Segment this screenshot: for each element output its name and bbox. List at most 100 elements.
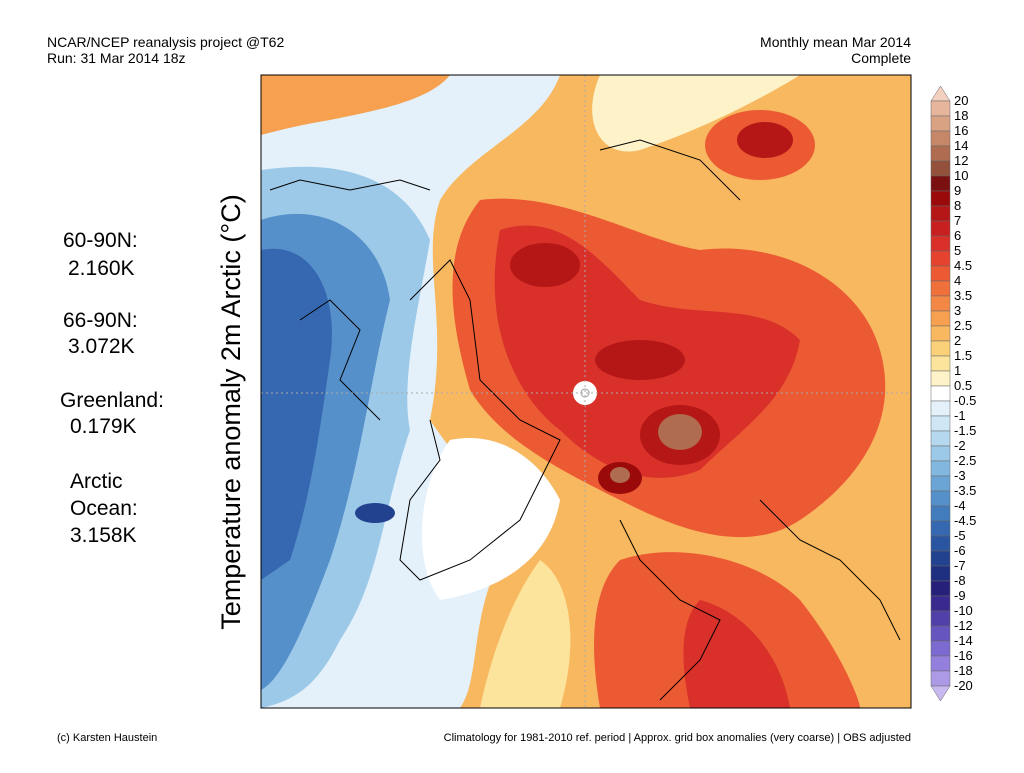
colorbar-label: -5 xyxy=(954,528,966,543)
colorbar-triangle xyxy=(930,85,951,102)
colorbar-label: 7 xyxy=(954,213,961,228)
colorbar-label: 5 xyxy=(954,243,961,258)
colorbar-label: 3 xyxy=(954,303,961,318)
colorbar-swatch xyxy=(930,400,951,417)
colorbar-label: -14 xyxy=(954,633,973,648)
colorbar-triangle xyxy=(930,685,951,702)
colorbar-label: -10 xyxy=(954,603,973,618)
colorbar-label: -7 xyxy=(954,558,966,573)
colorbar-swatch xyxy=(930,145,951,162)
colorbar-label: 0.5 xyxy=(954,378,972,393)
colorbar-swatch xyxy=(930,280,951,297)
header-right: Monthly mean Mar 2014 xyxy=(760,34,911,50)
colorbar-label: -4.5 xyxy=(954,513,976,528)
colorbar-swatch xyxy=(930,250,951,267)
header-right: Complete xyxy=(851,50,911,66)
colorbar-label: 2.5 xyxy=(954,318,972,333)
stat-value: 2.160K xyxy=(68,257,135,280)
colorbar-swatch xyxy=(930,160,951,177)
stat-value: 3.158K xyxy=(70,524,137,547)
stat-label: Ocean: xyxy=(70,497,138,520)
colorbar-label: 9 xyxy=(954,183,961,198)
colorbar-label: -8 xyxy=(954,573,966,588)
colorbar-label: -1.5 xyxy=(954,423,976,438)
colorbar-label: 3.5 xyxy=(954,288,972,303)
colorbar-label: 20 xyxy=(954,93,968,108)
colorbar-label: -4 xyxy=(954,498,966,513)
stat-label: 60-90N: xyxy=(63,229,138,252)
colorbar-swatch xyxy=(930,385,951,402)
colorbar-swatch xyxy=(930,595,951,612)
colorbar-label: -12 xyxy=(954,618,973,633)
axis-label: Temperature anomaly 2m Arctic (°C) xyxy=(216,194,246,629)
colorbar-swatch xyxy=(930,655,951,672)
colorbar-swatch xyxy=(930,640,951,657)
colorbar-swatch xyxy=(930,460,951,477)
footer-right: Climatology for 1981-2010 ref. period | … xyxy=(444,732,911,744)
colorbar-swatch xyxy=(930,520,951,537)
colorbar-label: -0.5 xyxy=(954,393,976,408)
colorbar-swatch xyxy=(930,235,951,252)
colorbar-swatch xyxy=(930,115,951,132)
stat-value: 3.072K xyxy=(68,335,135,358)
colorbar-swatch xyxy=(930,625,951,642)
colorbar-label: -3.5 xyxy=(954,483,976,498)
colorbar-swatch xyxy=(930,205,951,222)
colorbar-label: 4 xyxy=(954,273,961,288)
map-frame xyxy=(260,74,912,709)
colorbar-swatch xyxy=(930,415,951,432)
stat-label: Arctic xyxy=(70,470,123,493)
header-left: Run: 31 Mar 2014 18z xyxy=(47,50,186,66)
colorbar: 201816141210987654.543.532.521.510.5-0.5… xyxy=(930,85,976,702)
colorbar-label: -2.5 xyxy=(954,453,976,468)
colorbar-swatch xyxy=(930,130,951,147)
colorbar-swatch xyxy=(930,535,951,552)
colorbar-swatch xyxy=(930,565,951,582)
colorbar-label: 4.5 xyxy=(954,258,972,273)
colorbar-label: -3 xyxy=(954,468,966,483)
colorbar-swatch xyxy=(930,445,951,462)
colorbar-label: 12 xyxy=(954,153,968,168)
colorbar-swatch xyxy=(930,175,951,192)
colorbar-swatch xyxy=(930,340,951,357)
footer-left: (c) Karsten Haustein xyxy=(57,732,157,744)
stat-label: 66-90N: xyxy=(63,309,138,332)
colorbar-swatch xyxy=(930,670,951,687)
colorbar-label: 8 xyxy=(954,198,961,213)
colorbar-swatch xyxy=(930,265,951,282)
colorbar-swatch xyxy=(930,550,951,567)
colorbar-label: -2 xyxy=(954,438,966,453)
colorbar-swatch xyxy=(930,295,951,312)
colorbar-swatch xyxy=(930,190,951,207)
map xyxy=(261,75,911,708)
colorbar-swatch xyxy=(930,310,951,327)
colorbar-label: 1.5 xyxy=(954,348,972,363)
colorbar-swatch xyxy=(930,325,951,342)
colorbar-swatch xyxy=(930,220,951,237)
colorbar-label: -6 xyxy=(954,543,966,558)
colorbar-label: -9 xyxy=(954,588,966,603)
colorbar-label: 1 xyxy=(954,363,961,378)
colorbar-label: -18 xyxy=(954,663,973,678)
colorbar-swatch xyxy=(930,475,951,492)
colorbar-swatch xyxy=(930,355,951,372)
stat-label: Greenland: xyxy=(60,389,164,412)
colorbar-label: 18 xyxy=(954,108,968,123)
colorbar-label: 2 xyxy=(954,333,961,348)
colorbar-swatch xyxy=(930,370,951,387)
colorbar-swatch xyxy=(930,100,951,117)
colorbar-swatch xyxy=(930,490,951,507)
colorbar-label: 6 xyxy=(954,228,961,243)
colorbar-label: 16 xyxy=(954,123,968,138)
colorbar-label: -20 xyxy=(954,678,973,693)
colorbar-label: -1 xyxy=(954,408,966,423)
colorbar-swatch xyxy=(930,505,951,522)
header-left: NCAR/NCEP reanalysis project @T62 xyxy=(47,34,284,50)
colorbar-label: 14 xyxy=(954,138,968,153)
colorbar-label: 10 xyxy=(954,168,968,183)
stat-value: 0.179K xyxy=(70,415,137,438)
colorbar-swatch xyxy=(930,430,951,447)
colorbar-label: -16 xyxy=(954,648,973,663)
colorbar-swatch xyxy=(930,610,951,627)
